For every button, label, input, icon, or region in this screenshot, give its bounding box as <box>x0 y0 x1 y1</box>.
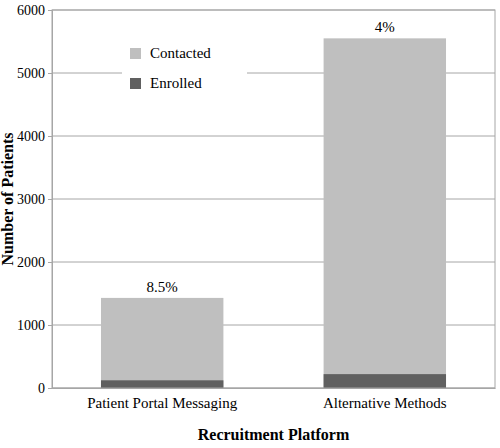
y-tick-mark <box>48 262 52 263</box>
x-tick-label: Patient Portal Messaging <box>87 395 237 411</box>
annotation: 8.5% <box>147 279 178 295</box>
y-axis-title: Number of Patients <box>0 132 16 265</box>
y-tick-mark <box>48 73 52 74</box>
y-tick: 0 <box>38 381 52 396</box>
x-tick-label: Alternative Methods <box>323 395 447 411</box>
legend-label: Enrolled <box>150 75 202 91</box>
grid <box>52 10 495 388</box>
y-tick-mark <box>48 136 52 137</box>
y-tick-label: 6000 <box>17 3 45 18</box>
y-axis: 0 1000 2000 3000 4000 5000 6000 <box>17 3 53 396</box>
y-tick-label: 2000 <box>17 255 45 270</box>
x-axis-line <box>53 388 496 389</box>
plot: 0 1000 2000 3000 4000 5000 6000 Patient Portal … <box>17 3 496 411</box>
y-tick: 4000 <box>17 129 52 144</box>
legend-item: Contacted <box>130 45 211 61</box>
y-tick: 3000 <box>17 192 52 207</box>
x-tick: Alternative Methods <box>323 388 447 411</box>
y-tick-mark <box>48 325 52 326</box>
x-axis-title: Recruitment Platform <box>198 426 350 443</box>
y-tick: 5000 <box>17 66 52 81</box>
plot-background <box>52 10 495 388</box>
legend-swatch <box>130 78 141 89</box>
y-tick-mark <box>48 199 52 200</box>
x-tick: Patient Portal Messaging <box>87 388 237 411</box>
annotation: 4% <box>375 19 395 35</box>
bar <box>101 380 223 388</box>
bars <box>101 38 446 388</box>
legend-background <box>122 36 247 102</box>
bar <box>324 38 446 388</box>
bar <box>101 298 223 388</box>
legend-label: Contacted <box>150 45 211 61</box>
legend: Contacted Enrolled <box>122 36 247 102</box>
chart: 0 1000 2000 3000 4000 5000 6000 Patient Portal … <box>0 0 500 448</box>
bar <box>324 374 446 388</box>
y-axis-line <box>48 11 53 389</box>
legend-swatch <box>130 48 141 59</box>
y-tick-label: 4000 <box>17 129 45 144</box>
y-tick-mark <box>48 10 52 11</box>
y-tick: 1000 <box>17 318 52 333</box>
y-tick-label: 1000 <box>17 318 45 333</box>
y-tick: 2000 <box>17 255 52 270</box>
plot-frame <box>52 10 495 388</box>
y-tick-label: 5000 <box>17 66 45 81</box>
y-tick-label: 3000 <box>17 192 45 207</box>
y-tick: 6000 <box>17 3 52 18</box>
legend-item: Enrolled <box>130 75 202 91</box>
y-tick-label: 0 <box>38 381 45 396</box>
y-tick-mark <box>48 388 52 389</box>
x-axis: Patient Portal Messaging Alternative Meth… <box>53 388 496 411</box>
